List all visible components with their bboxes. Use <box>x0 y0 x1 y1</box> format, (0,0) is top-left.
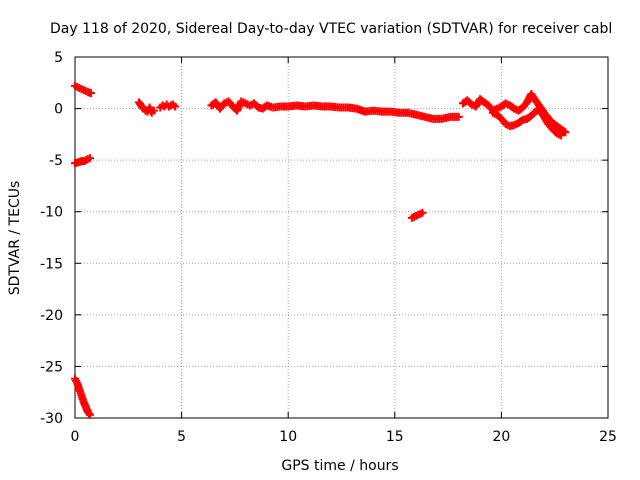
axis-ticks: 0 5 10 15 20 25 -30 -25 -20 -15 -10 -5 0 5 <box>40 50 617 445</box>
data-point <box>418 208 427 217</box>
series-seg8 <box>488 105 566 140</box>
x-tick-label: 10 <box>279 429 297 445</box>
y-tick-label: -5 <box>49 153 63 169</box>
plot-frame <box>74 56 609 419</box>
x-tick-label: 25 <box>599 429 617 445</box>
y-tick-label: -25 <box>40 359 63 375</box>
series-seg6 <box>207 97 463 123</box>
data-point-fill <box>559 127 568 136</box>
series-seg3 <box>71 374 94 419</box>
series-seg2 <box>71 154 94 168</box>
series-seg9 <box>407 208 427 222</box>
x-tick-label: 20 <box>492 429 510 445</box>
y-tick-label: -10 <box>40 205 63 221</box>
data-point <box>561 128 570 137</box>
series-seg7 <box>459 90 570 137</box>
data-point <box>171 102 180 111</box>
series-seg4 <box>134 98 158 117</box>
data-point <box>85 154 94 163</box>
x-axis-label: GPS time / hours <box>281 458 398 474</box>
y-tick-label: -20 <box>40 308 63 324</box>
data-point <box>454 112 463 121</box>
series-seg1 <box>71 81 95 98</box>
data-point <box>557 131 566 140</box>
y-tick-label: -15 <box>40 256 63 272</box>
y-tick-label: 5 <box>54 50 63 66</box>
data-point <box>85 410 94 419</box>
data-point <box>86 89 95 98</box>
x-tick-label: 15 <box>386 429 404 445</box>
x-tick-label: 0 <box>71 429 80 445</box>
data-point-fill <box>84 409 93 418</box>
y-tick-label: 0 <box>54 102 63 118</box>
series-seg5 <box>156 100 180 112</box>
chart-title: Day 118 of 2020, Sidereal Day-to-day VTE… <box>50 21 612 37</box>
x-tick-label: 5 <box>177 429 186 445</box>
data-series <box>71 81 570 419</box>
y-tick-label: -30 <box>40 411 63 427</box>
y-axis-label: SDTVAR / TECUs <box>7 181 23 296</box>
data-point <box>149 106 158 115</box>
